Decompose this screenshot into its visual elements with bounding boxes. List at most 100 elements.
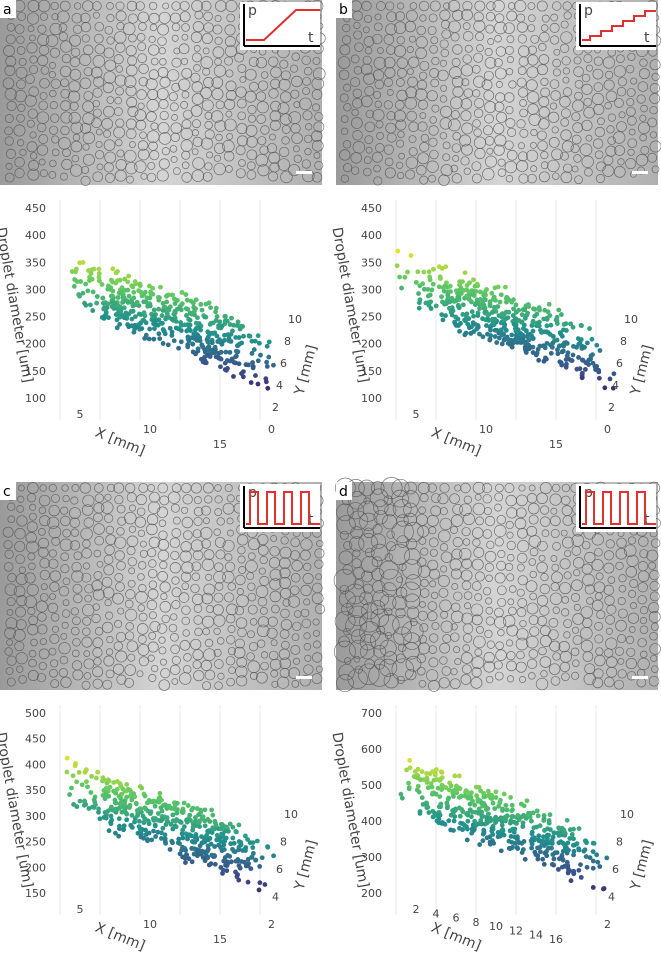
z-tick-label: 300 [25,283,46,296]
point [92,805,97,810]
y-axis-label: Y [mm] [291,343,320,398]
point [207,819,212,824]
point [451,794,456,799]
point [571,827,576,832]
point [159,818,164,823]
point [83,303,88,308]
point [230,847,235,852]
point [196,346,201,351]
point [83,282,88,287]
point [579,875,584,880]
point [230,836,235,841]
point [169,317,174,322]
point [538,849,543,854]
x-tick-label: 8 [473,916,480,929]
y-tick-label: 10 [284,808,298,821]
point [243,834,248,839]
point [170,840,175,845]
point [214,306,219,311]
point [486,317,491,322]
point [560,349,565,354]
point [198,843,203,848]
point [557,856,562,861]
point [85,288,90,293]
point [491,320,496,325]
point [133,279,138,284]
point [118,315,123,320]
point [249,855,254,860]
point [481,334,486,339]
point [452,774,457,779]
point [531,336,536,341]
point [89,790,94,795]
point [234,354,239,359]
point [542,816,547,821]
point [543,345,548,350]
point [126,324,131,329]
point [471,828,476,833]
panel-label: a [3,2,12,18]
point [212,330,217,335]
point [493,285,498,290]
z-tick-label: 500 [25,707,46,720]
point [470,309,475,314]
point [75,804,80,809]
point [547,302,552,307]
point [256,358,261,363]
point [180,845,185,850]
point [503,285,508,290]
point [200,308,205,313]
point [555,351,560,356]
point [165,819,170,824]
point [581,849,586,854]
point [126,274,131,279]
point [208,836,213,841]
point [218,839,223,844]
point [604,856,609,861]
point [240,324,245,329]
point [202,315,207,320]
point [464,788,469,793]
point [500,823,505,828]
point [563,846,568,851]
point [257,888,262,893]
point [594,364,599,369]
point [560,334,565,339]
point [151,829,156,834]
point [115,787,120,792]
point [173,311,178,316]
point [499,848,504,853]
point [168,326,173,331]
point [515,845,520,850]
point [440,770,445,775]
point [104,810,109,815]
point [550,862,555,867]
point [495,304,500,309]
point [226,829,231,834]
point [131,304,136,309]
point [466,811,471,816]
point [448,289,453,294]
y-tick-label: 6 [280,357,287,370]
point [571,325,576,330]
point [525,798,530,803]
y-tick-label: 2 [272,401,279,414]
inset-t: t [644,30,650,46]
point [457,774,462,779]
point [109,814,114,819]
point [571,853,576,858]
point [541,839,546,844]
point [72,277,77,282]
point [457,805,462,810]
point [565,841,570,846]
point [151,337,156,342]
point [445,805,450,810]
point [505,296,510,301]
point [500,311,505,316]
point [142,310,147,315]
point [447,300,452,305]
point [116,295,121,300]
point [206,340,211,345]
point [201,855,206,860]
point [182,323,187,328]
